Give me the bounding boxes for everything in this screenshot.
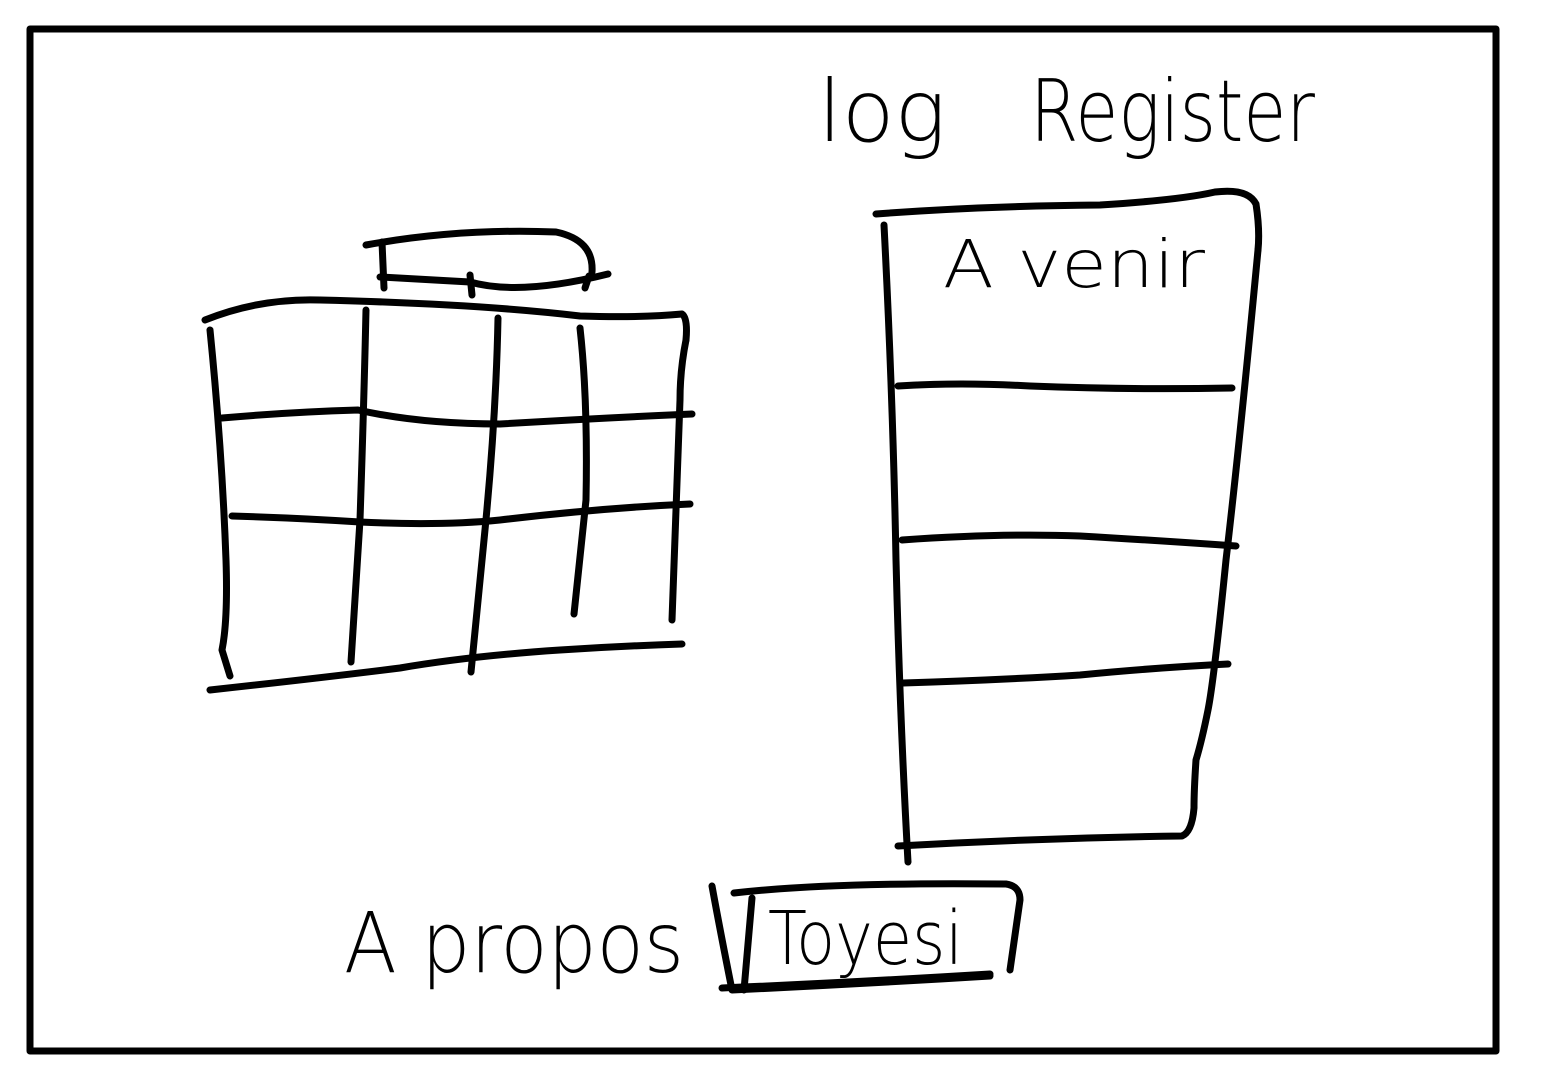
calendar-widget[interactable]: [201, 227, 696, 694]
about-link-label: A propos: [344, 894, 684, 992]
calendar-grid-row-line-1: [218, 406, 696, 428]
panel-row-divider-3: [899, 660, 1232, 687]
calendar-binder-right-post: [581, 272, 593, 292]
logo-text: Toyesi: [768, 896, 963, 982]
page-frame: [26, 25, 1500, 1055]
calendar-bottom-edge: [206, 640, 686, 694]
panel-top-edge: [872, 187, 1263, 254]
upcoming-events-panel: A venir: [872, 187, 1263, 866]
calendar-top-edge: [201, 296, 690, 344]
calendar-grid-column-line-2: [467, 314, 502, 676]
calendar-grid-column-line-3: [570, 324, 590, 618]
calendar-binder-bottom: [376, 270, 612, 291]
calendar-binder-hook: [466, 271, 476, 299]
panel-row-divider-2: [898, 531, 1240, 550]
register-link[interactable]: Register: [1030, 62, 1316, 162]
panel-left-edge: [880, 221, 912, 866]
calendar-left-edge: [206, 326, 234, 680]
about-link[interactable]: A propos: [344, 894, 684, 992]
logo-frame: [730, 880, 1024, 974]
login-link-label: log: [818, 62, 946, 162]
calendar-grid-row-line-2: [228, 500, 694, 528]
register-link-label: Register: [1030, 62, 1316, 162]
footer-logo: Toyesi: [708, 880, 1024, 994]
panel-right-edge: [894, 246, 1262, 850]
login-link[interactable]: log: [818, 62, 946, 162]
calendar-binder-top: [362, 227, 596, 276]
upcoming-event-item[interactable]: [905, 550, 1215, 674]
logo-frame: [740, 894, 756, 994]
upcoming-event-item[interactable]: [905, 395, 1223, 533]
calendar-binder-left-post: [378, 238, 388, 292]
calendar-grid-column-line-1: [347, 306, 370, 666]
logo-frame: [718, 970, 994, 992]
upcoming-events-title: A venir: [943, 226, 1206, 303]
calendar-right-edge: [668, 336, 690, 624]
upcoming-event-item[interactable]: [905, 690, 1201, 838]
panel-row-divider-1: [894, 380, 1236, 393]
